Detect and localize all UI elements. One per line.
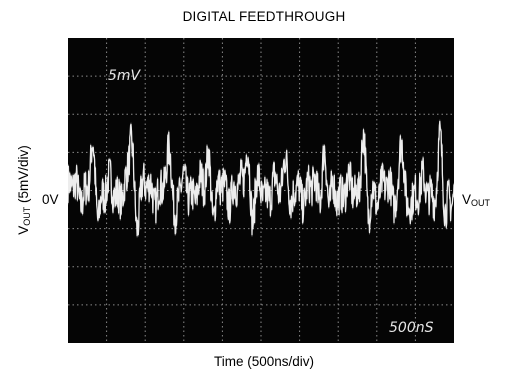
horizontal-scale-annotation: 500nS bbox=[389, 320, 434, 336]
signal-trace-line bbox=[68, 120, 454, 237]
vertical-scale-annotation: 5mV bbox=[108, 68, 142, 84]
y-axis-label: VOUT (5mV/div) bbox=[16, 145, 32, 235]
signal-trace-line bbox=[68, 122, 454, 238]
trace-label-sub: OUT bbox=[471, 198, 491, 208]
trace-label-main: V bbox=[462, 192, 472, 207]
trace-label: VOUT bbox=[462, 192, 490, 208]
zero-level-label: 0V bbox=[42, 192, 59, 207]
chart-title: DIGITAL FEEDTHROUGH bbox=[182, 9, 346, 24]
scope-grid bbox=[68, 38, 454, 343]
y-axis-label-main: V bbox=[16, 225, 31, 235]
y-axis-label-sub: OUT bbox=[22, 206, 32, 226]
oscilloscope-screen: 5mV 500nS bbox=[68, 38, 454, 343]
signal-trace bbox=[68, 119, 454, 238]
x-axis-label: Time (500ns/div) bbox=[213, 354, 315, 369]
y-axis-label-rest: (5mV/div) bbox=[16, 145, 31, 207]
